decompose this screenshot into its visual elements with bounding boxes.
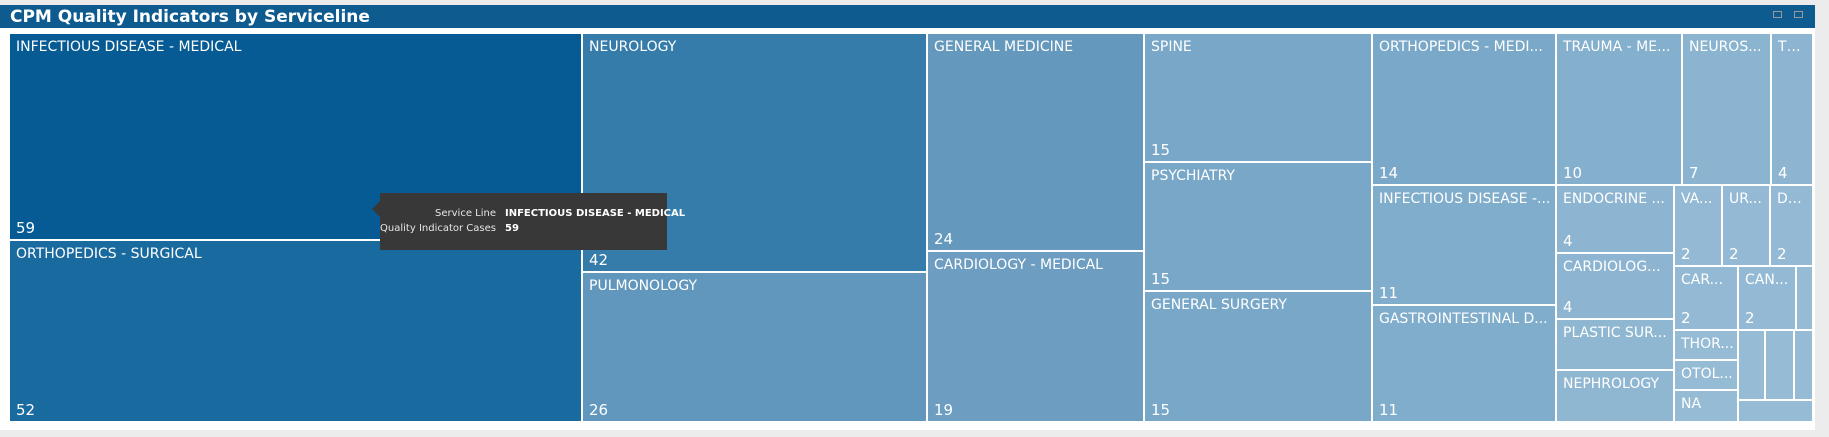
tile-value: 2 (1777, 245, 1787, 263)
treemap: INFECTIOUS DISEASE - MEDICAL 59 ORTHOPEDIC… (10, 34, 1814, 423)
tooltip-key: Quality Indicator Cases (380, 223, 496, 234)
tile-value: 4 (1563, 298, 1573, 316)
tile-label: GASTROINTESTINAL D... (1379, 311, 1548, 327)
tile-value: 11 (1379, 401, 1399, 419)
tooltip-value: 59 (505, 223, 519, 234)
tile-value: 7 (1689, 164, 1699, 182)
treemap-tile-thor[interactable]: THOR... (1675, 331, 1739, 361)
tile-label: CAN... (1745, 272, 1789, 288)
tooltip-value: INFECTIOUS DISEASE - MEDICAL (505, 208, 686, 219)
treemap-tile-gastrointestinal-d[interactable]: GASTROINTESTINAL D... 11 (1373, 306, 1557, 423)
tile-label: GENERAL MEDICINE (934, 39, 1074, 55)
tile-label: ORTHOPEDICS - MEDI... (1379, 39, 1543, 55)
treemap-tile-infectious-disease-medical[interactable]: INFECTIOUS DISEASE - MEDICAL 59 (10, 34, 583, 241)
tile-label: VA... (1681, 191, 1713, 207)
tile-label: PSYCHIATRY (1151, 168, 1235, 184)
filter-icon[interactable] (1773, 11, 1783, 18)
tile-label: SPINE (1151, 39, 1192, 55)
tile-label: INFECTIOUS DISEASE - MEDICAL (16, 39, 242, 55)
tile-value: 11 (1379, 284, 1399, 302)
tile-label: NEPHROLOGY (1563, 376, 1660, 392)
tile-value: 2 (1729, 245, 1739, 263)
treemap-tile-plastic-sur[interactable]: PLASTIC SUR... (1557, 320, 1675, 371)
treemap-tile-orthopedics-medi[interactable]: ORTHOPEDICS - MEDI... 14 (1373, 34, 1557, 186)
tile-label: OTOL... (1681, 366, 1733, 382)
treemap-tile-otol[interactable]: OTOL... (1675, 361, 1739, 391)
treemap-tile-tra[interactable]: TRA... 4 (1772, 34, 1814, 186)
tile-value: 52 (16, 401, 36, 419)
treemap-panel: INFECTIOUS DISEASE - MEDICAL 59 ORTHOPEDIC… (0, 28, 1815, 430)
tooltip-key: Service Line (435, 208, 496, 219)
treemap-tile-endocrine[interactable]: ENDOCRINE ... 4 (1557, 186, 1675, 254)
treemap-tile-general-surgery[interactable]: GENERAL SURGERY 15 (1145, 292, 1373, 423)
visual-header-icons (1767, 1, 1803, 18)
tile-value: 14 (1379, 164, 1399, 182)
tile-value: 26 (589, 401, 609, 419)
treemap-tile-pulmonology[interactable]: PULMONOLOGY 26 (583, 273, 928, 423)
treemap-tile-spine[interactable]: SPINE 15 (1145, 34, 1373, 163)
treemap-tile-unlabeled[interactable] (1739, 331, 1766, 401)
tile-value: 4 (1778, 164, 1788, 182)
tile-label: CAR... (1681, 272, 1723, 288)
tile-label: CARDIOLOGY - MEDICAL (934, 257, 1103, 273)
tile-value: 4 (1563, 232, 1573, 250)
tile-value: 42 (589, 251, 609, 269)
tooltip-row-service-line: Service Line INFECTIOUS DISEASE - MEDICA… (380, 207, 685, 221)
tile-label: INFECTIOUS DISEASE -... (1379, 191, 1551, 207)
treemap-tile-neuros[interactable]: NEUROS... 7 (1683, 34, 1772, 186)
treemap-tile-psychiatry[interactable]: PSYCHIATRY 15 (1145, 163, 1373, 292)
tile-value: 2 (1745, 309, 1755, 327)
treemap-tile-cardiology-medical[interactable]: CARDIOLOGY - MEDICAL 19 (928, 252, 1145, 423)
tooltip: Service Line INFECTIOUS DISEASE - MEDICA… (372, 193, 685, 250)
tile-label: CARDIOLOG... (1563, 259, 1661, 275)
treemap-tile-trauma-me[interactable]: TRAUMA - ME... 10 (1557, 34, 1683, 186)
tile-label: DE... (1777, 191, 1809, 207)
treemap-tile-unlabeled[interactable] (1795, 331, 1814, 401)
treemap-tile-general-medicine[interactable]: GENERAL MEDICINE 24 (928, 34, 1145, 252)
treemap-tile-car[interactable]: CAR... 2 (1675, 267, 1739, 331)
treemap-tile-nephrology[interactable]: NEPHROLOGY (1557, 371, 1675, 423)
treemap-tile-cardiolog[interactable]: CARDIOLOG... 4 (1557, 254, 1675, 320)
tile-label: GENERAL SURGERY (1151, 297, 1287, 313)
tile-label: NA (1681, 396, 1702, 412)
tile-label: PLASTIC SUR... (1563, 325, 1667, 341)
treemap-tile-de[interactable]: DE... 2 (1771, 186, 1814, 267)
treemap-tile-ur[interactable]: UR... 2 (1723, 186, 1771, 267)
visual-title-bar: CPM Quality Indicators by Serviceline (0, 5, 1815, 28)
tile-label: PULMONOLOGY (589, 278, 698, 294)
tile-label: THOR... (1681, 336, 1734, 352)
tile-label: UR... (1729, 191, 1762, 207)
tile-label: ENDOCRINE ... (1563, 191, 1665, 207)
tile-value: 2 (1681, 245, 1691, 263)
tile-label: TRA... (1778, 39, 1809, 55)
tile-value: 15 (1151, 270, 1171, 288)
tile-value: 15 (1151, 141, 1171, 159)
treemap-tile-unlabeled[interactable] (1739, 401, 1814, 423)
treemap-tile-infectious-disease[interactable]: INFECTIOUS DISEASE -... 11 (1373, 186, 1557, 306)
treemap-tile-unlabeled[interactable] (1766, 331, 1795, 401)
tile-value: 19 (934, 401, 954, 419)
tile-value: 10 (1563, 164, 1583, 182)
focus-mode-icon[interactable] (1794, 11, 1803, 18)
treemap-tile-va[interactable]: VA... 2 (1675, 186, 1723, 267)
tile-label: TRAUMA - ME... (1563, 39, 1671, 55)
tile-label: NEUROS... (1689, 39, 1762, 55)
tile-value: 59 (16, 219, 36, 237)
treemap-tile-unlabeled[interactable] (1797, 267, 1814, 331)
tile-label: NEUROLOGY (589, 39, 677, 55)
treemap-tile-orthopedics-surgical[interactable]: ORTHOPEDICS - SURGICAL 52 (10, 241, 583, 423)
tile-value: 15 (1151, 401, 1171, 419)
treemap-tile-na[interactable]: NA (1675, 391, 1739, 423)
tile-value: 24 (934, 230, 954, 248)
treemap-tile-can[interactable]: CAN... 2 (1739, 267, 1797, 331)
tile-value: 2 (1681, 309, 1691, 327)
tooltip-row-cases: Quality Indicator Cases 59 (380, 222, 667, 236)
visual-title: CPM Quality Indicators by Serviceline (10, 7, 370, 27)
